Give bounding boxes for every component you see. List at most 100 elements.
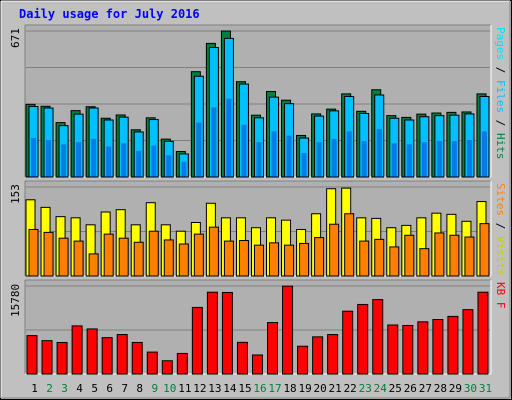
kbytes-bar <box>161 360 173 375</box>
kbytes-bar <box>477 291 489 375</box>
day-label: 23 <box>358 382 372 395</box>
pages-bar <box>391 143 397 177</box>
pages-bar <box>346 131 352 177</box>
day-label: 26 <box>403 382 417 395</box>
kbytes-bar <box>447 315 459 375</box>
kbytes-bar <box>297 345 309 375</box>
kbytes-bar <box>462 309 474 375</box>
kbytes-bar <box>342 310 354 375</box>
pages-bar <box>271 131 277 177</box>
day-label: 17 <box>268 382 282 395</box>
files-bar <box>434 115 445 178</box>
kbytes-bar <box>251 354 263 375</box>
sites-bar <box>178 243 189 277</box>
pages-bar <box>166 155 172 177</box>
pages-bar <box>196 122 202 177</box>
pages-bar <box>376 129 382 177</box>
files-bar <box>344 95 355 178</box>
pages-bar <box>481 131 487 177</box>
kbytes-bar <box>267 322 279 375</box>
pages-bar <box>331 138 337 177</box>
sites-bar <box>269 242 280 277</box>
sites-bar <box>238 240 249 277</box>
files-bar <box>28 106 39 178</box>
sites-bar <box>223 240 234 277</box>
panel-legend: KB F <box>494 282 507 309</box>
sites-bar <box>359 240 370 277</box>
day-label: 6 <box>106 382 113 395</box>
pages-bar <box>76 142 82 177</box>
day-label: 31 <box>478 382 493 395</box>
sites-bar <box>449 234 460 277</box>
pages-bar <box>286 135 292 177</box>
kbytes-bar <box>387 324 399 375</box>
y-axis-max-label: 153 <box>9 184 22 204</box>
day-label: 15 <box>238 382 252 395</box>
day-label: 7 <box>121 382 129 395</box>
files-bar <box>193 75 204 178</box>
files-bar <box>359 112 370 178</box>
day-label: 11 <box>178 382 192 395</box>
files-bar <box>148 119 159 178</box>
files-bar <box>58 125 69 178</box>
y-axis-max-label: 671 <box>9 28 22 48</box>
kbytes-bar <box>327 334 339 375</box>
files-bar <box>103 119 114 178</box>
kbytes-bar <box>86 328 98 375</box>
kbytes-bar <box>146 351 158 375</box>
pages-bar <box>91 138 97 177</box>
sites-bar <box>103 233 114 277</box>
legend-item: Visits <box>494 236 507 276</box>
files-bar <box>284 103 295 178</box>
sites-bar <box>299 242 310 277</box>
sites-bar <box>88 253 99 277</box>
pages-bar <box>31 137 36 177</box>
pages-bar <box>181 161 187 177</box>
legend-separator: / <box>494 113 507 133</box>
day-label: 21 <box>328 382 342 395</box>
day-label: 16 <box>253 382 267 395</box>
panel-legend: Sites / Visits <box>494 183 507 276</box>
chart-panels <box>24 24 492 375</box>
files-bar <box>419 116 430 178</box>
day-label: 13 <box>208 382 222 395</box>
panel-legend: Pages / Files / Hits <box>494 27 507 160</box>
files-bar <box>163 140 174 178</box>
day-label: 20 <box>313 382 327 395</box>
day-label: 25 <box>388 382 402 395</box>
day-label: 9 <box>151 382 159 395</box>
day-label: 22 <box>343 382 357 395</box>
day-label: 24 <box>373 382 387 395</box>
day-label: 27 <box>418 382 432 395</box>
pages-bar <box>46 140 52 177</box>
kbytes-bar <box>116 334 128 375</box>
kbytes-bar <box>56 341 68 375</box>
legend-item: Pages <box>494 27 507 61</box>
sites-bar <box>28 228 39 277</box>
pages-bar <box>256 142 262 177</box>
kbytes-bar <box>41 340 53 375</box>
files-bar <box>88 107 99 178</box>
kbytes-bar <box>432 319 444 375</box>
sites-bar <box>464 236 475 277</box>
pages-bar <box>241 124 247 177</box>
sites-bar <box>374 238 385 277</box>
day-label: 5 <box>91 382 98 395</box>
files-bar <box>329 110 340 178</box>
pages-bar <box>421 142 427 177</box>
files-bar <box>253 117 264 178</box>
pages-bar <box>106 146 112 177</box>
legend-item: Hits <box>494 133 507 160</box>
pages-bar <box>301 153 307 177</box>
kbytes-bar <box>176 352 188 375</box>
sites-bar <box>208 226 219 277</box>
day-label: 30 <box>463 382 478 395</box>
pages-bar <box>121 143 127 177</box>
kbytes-bar <box>221 291 233 375</box>
day-label: 14 <box>223 382 237 395</box>
pages-bar <box>406 144 412 177</box>
day-label: 1 <box>31 382 38 395</box>
kbytes-bar <box>282 285 294 375</box>
kbytes-bar <box>206 291 218 375</box>
